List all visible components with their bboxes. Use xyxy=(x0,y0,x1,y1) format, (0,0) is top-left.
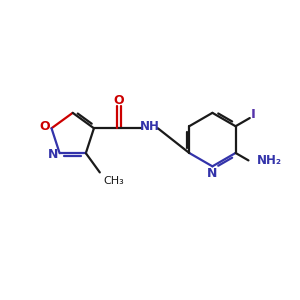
Text: I: I xyxy=(251,108,256,121)
Text: NH: NH xyxy=(140,120,160,133)
Text: NH₂: NH₂ xyxy=(257,154,282,167)
Text: O: O xyxy=(114,94,124,106)
Text: N: N xyxy=(48,148,58,161)
Text: N: N xyxy=(207,167,218,180)
Text: O: O xyxy=(40,120,50,133)
Text: CH₃: CH₃ xyxy=(103,176,124,186)
